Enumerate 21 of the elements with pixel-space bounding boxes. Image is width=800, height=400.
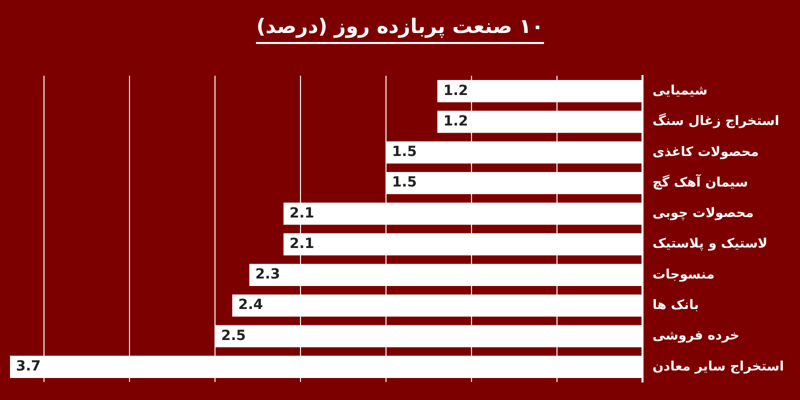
y-tick-label: محصولات کاغذی <box>652 144 759 160</box>
data-label: 1.5 <box>392 174 417 191</box>
y-tick-label: خرده فروشی <box>652 328 740 344</box>
data-label: 2.1 <box>289 205 314 222</box>
y-tick-label: شیمیایی <box>652 83 708 98</box>
data-label: 2.1 <box>289 236 314 252</box>
y-tick-label: استخراج سایر معادن <box>652 359 784 374</box>
y-tick-label: استخراج زغال سنگ <box>652 113 780 130</box>
data-label: 2.5 <box>221 328 246 344</box>
data-label: 1.2 <box>443 82 468 99</box>
y-tick-label: سیمان آهک گچ <box>652 173 748 190</box>
y-tick-label: بانک ها <box>652 298 699 313</box>
data-label: 1.2 <box>443 113 468 130</box>
data-label: 2.3 <box>255 266 280 283</box>
y-tick-label: لاستیک و پلاستیک <box>652 236 768 252</box>
y-tick-label: منسوجات <box>652 267 715 282</box>
data-label: 3.7 <box>16 358 41 375</box>
data-label: 1.5 <box>392 144 417 160</box>
data-label: 2.4 <box>238 297 264 314</box>
chart-title: ۱۰ صنعت پربازده روز (درصد) <box>256 14 544 44</box>
y-tick-label: محصولات چوبی <box>652 206 754 222</box>
